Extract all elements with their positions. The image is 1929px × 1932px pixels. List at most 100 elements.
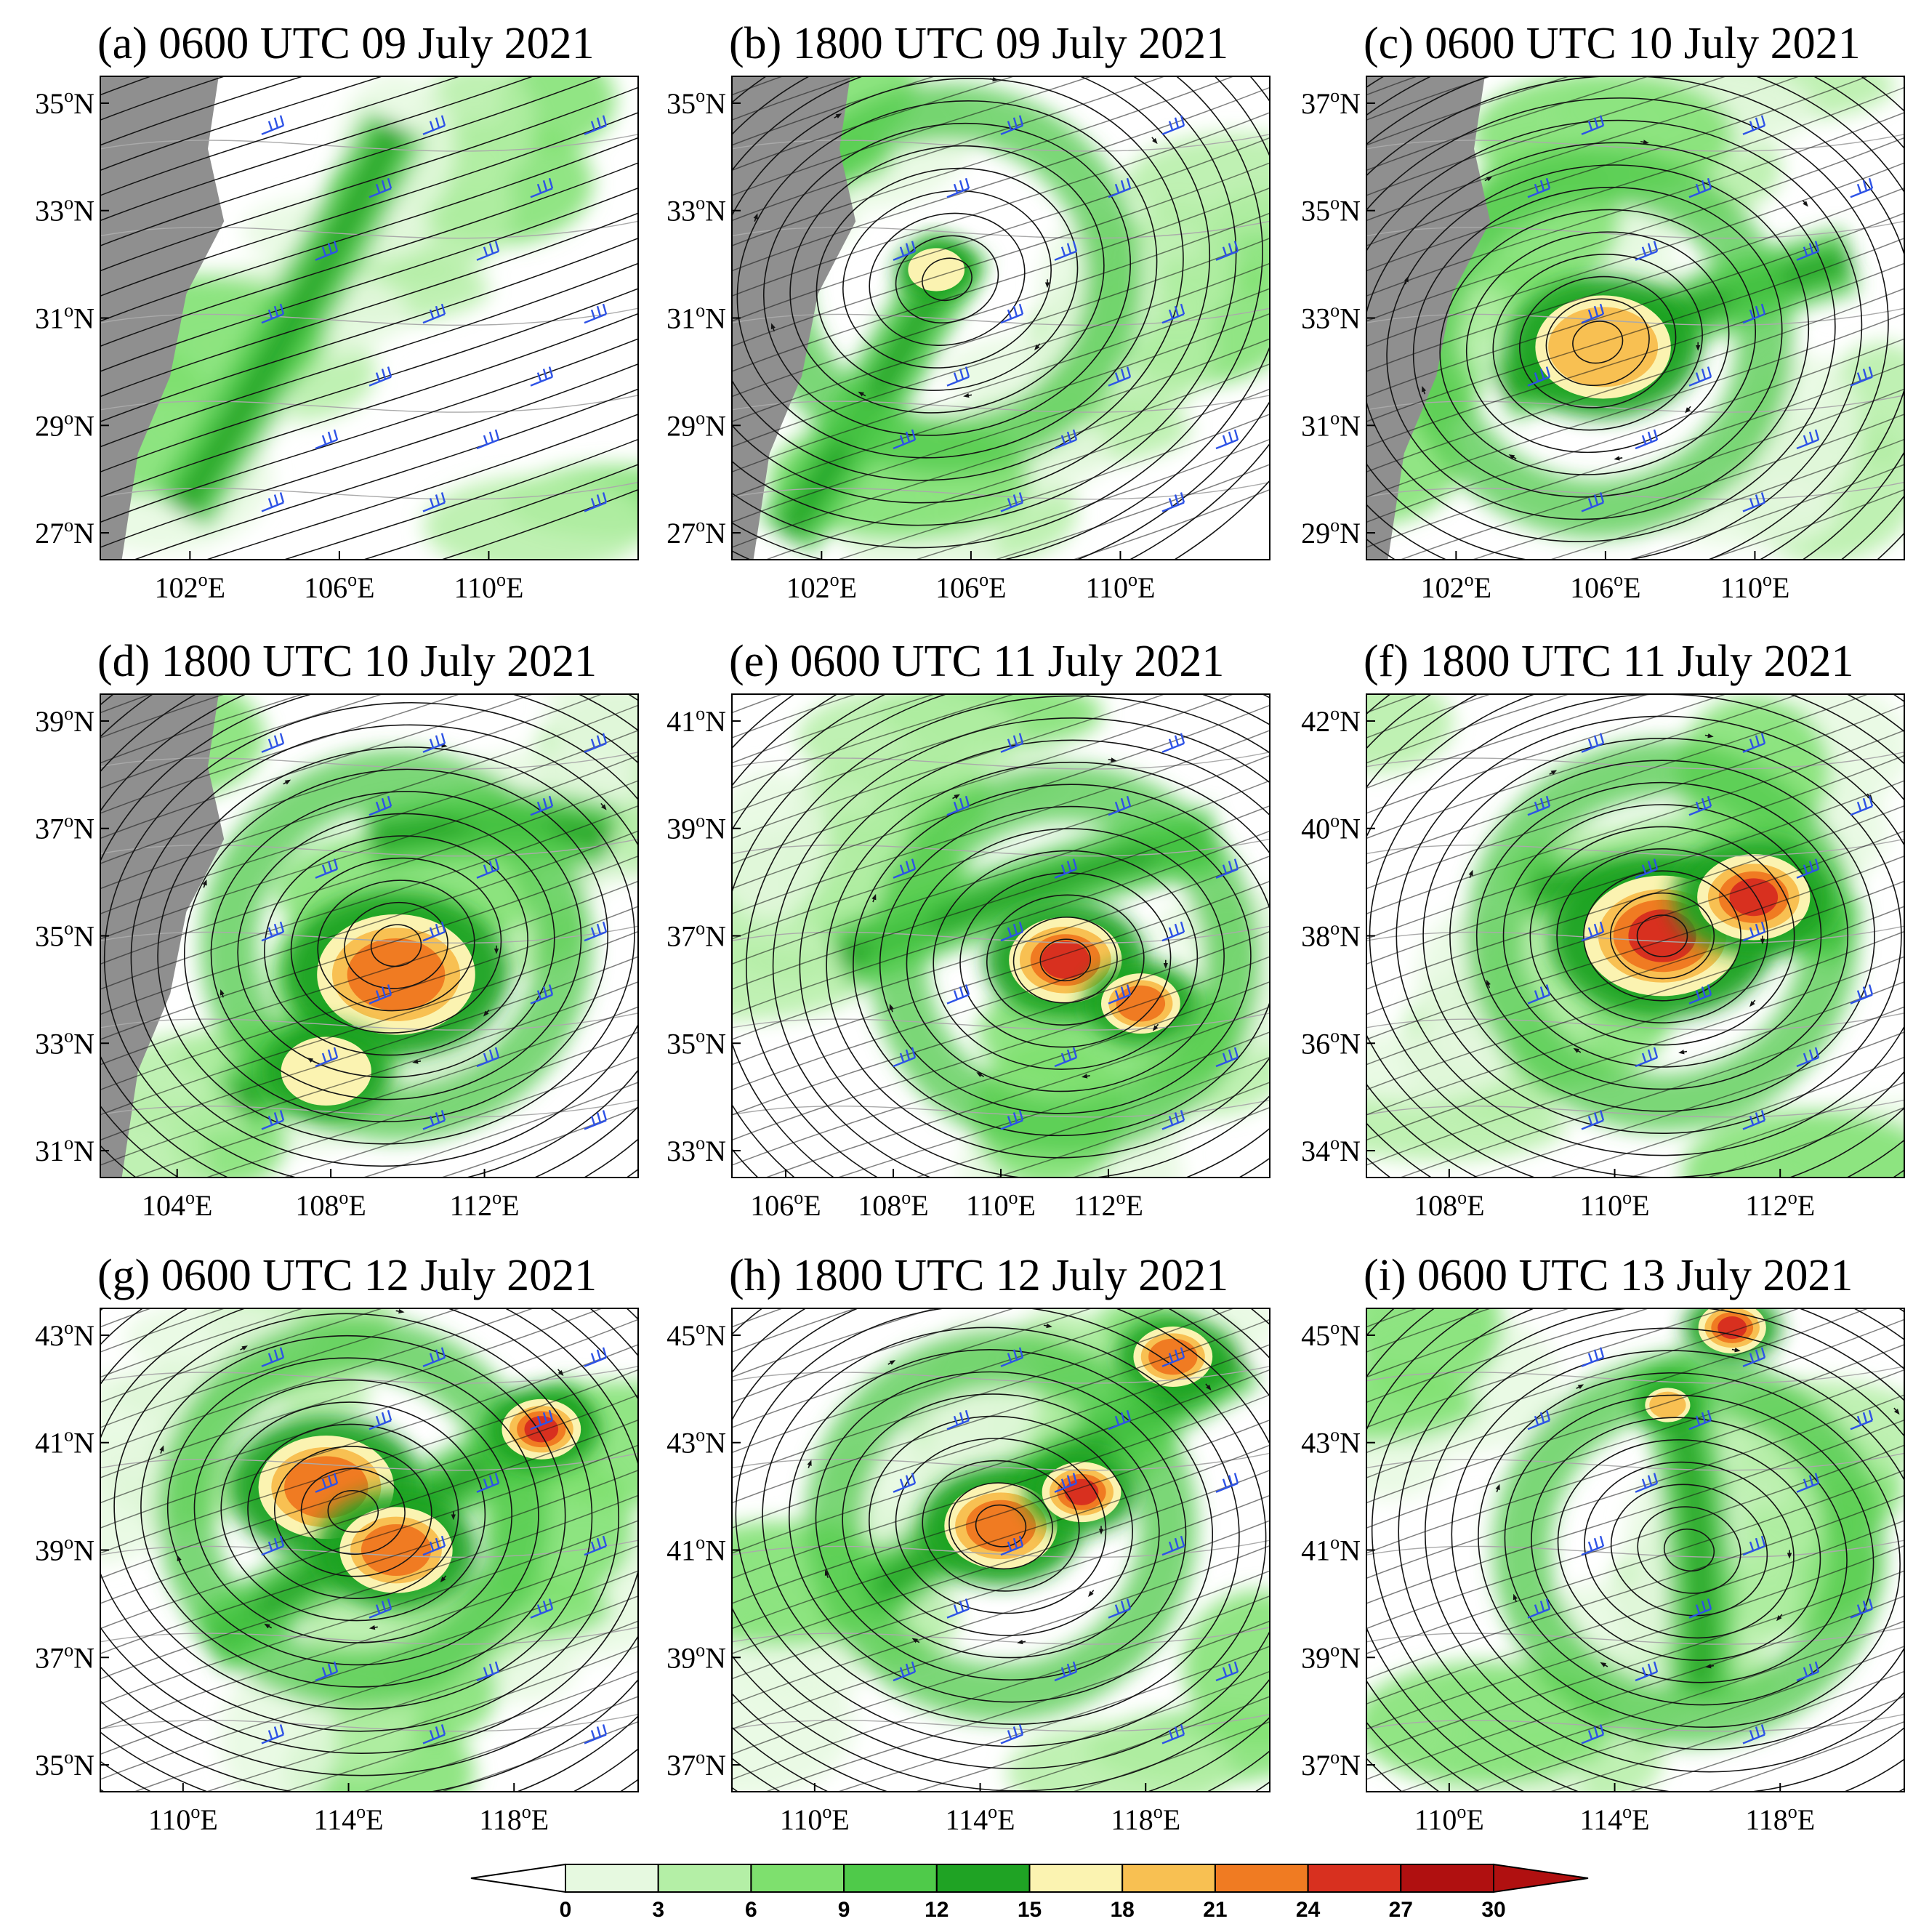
lon-tick-label: 110oE	[780, 1801, 850, 1836]
lat-tick-label: 39oN	[35, 1532, 94, 1567]
lat-tick-label: 39oN	[667, 810, 726, 845]
lon-tick-label: 108oE	[295, 1187, 366, 1222]
lon-tick-label: 104oE	[142, 1187, 212, 1222]
terrain-mask	[732, 76, 856, 560]
lat-tick-label: 35oN	[1301, 193, 1361, 228]
lon-axis: 110oE 114oE 118oE	[780, 1783, 1180, 1836]
colorbar-tick-label: 27	[1389, 1898, 1413, 1922]
lat-tick-label: 37oN	[1301, 85, 1361, 120]
wind-barbs	[1527, 733, 1874, 1130]
lat-axis: 45oN 43oN 41oN 39oN 37oN	[1301, 1317, 1375, 1782]
lat-tick-label: 33oN	[667, 193, 726, 228]
lon-tick-label: 110oE	[1085, 569, 1155, 604]
wind-barbs	[893, 733, 1239, 1130]
lon-tick-label: 108oE	[858, 1187, 928, 1222]
lat-tick-label: 29oN	[35, 407, 94, 442]
wind-speed-shading	[100, 76, 638, 560]
lon-axis: 102oE 106oE 110oE	[1421, 551, 1789, 604]
lat-tick-label: 45oN	[667, 1317, 726, 1352]
wind-barbs	[893, 1347, 1239, 1744]
lon-axis: 102oE 106oE 110oE	[786, 551, 1155, 604]
lon-tick-label: 112oE	[1074, 1187, 1143, 1222]
lat-tick-label: 43oN	[667, 1425, 726, 1460]
colorbar-tick-label: 0	[560, 1898, 572, 1922]
lat-tick-label: 35oN	[35, 1747, 94, 1782]
lat-tick-label: 38oN	[1301, 918, 1361, 953]
panel-title: (g) 0600 UTC 12 July 2021	[97, 1251, 597, 1300]
lat-tick-label: 33oN	[35, 1025, 94, 1060]
lon-axis: 106oE 108oE 110oE 112oE	[750, 1169, 1143, 1222]
lat-tick-label: 29oN	[667, 407, 726, 442]
lon-tick-label: 106oE	[1570, 569, 1640, 604]
colorbar-segment	[1028, 1864, 1124, 1893]
lon-tick-label: 110oE	[1414, 1801, 1484, 1836]
colorbar-min-extension	[470, 1863, 566, 1893]
lat-tick-label: 43oN	[35, 1317, 94, 1352]
panel-title: (c) 0600 UTC 10 July 2021	[1364, 19, 1861, 68]
lat-tick-label: 31oN	[35, 300, 94, 335]
streamlines	[1366, 1308, 1904, 1792]
lon-axis: 108oE 110oE 112oE	[1414, 1169, 1815, 1222]
lat-tick-label: 35oN	[667, 85, 726, 120]
lat-tick-label: 37oN	[35, 1639, 94, 1674]
lat-tick-label: 39oN	[35, 703, 94, 738]
lon-tick-label: 106oE	[935, 569, 1006, 604]
colorbar-tick-label: 18	[1111, 1898, 1135, 1922]
wind-barbs	[893, 115, 1239, 512]
lat-tick-label: 35oN	[35, 918, 94, 953]
lat-tick-label: 37oN	[1301, 1747, 1361, 1782]
colorbar-segment	[657, 1864, 752, 1893]
panel-title: (d) 1800 UTC 10 July 2021	[97, 637, 597, 686]
wind-barbs	[1527, 1347, 1874, 1744]
lon-tick-label: 110oE	[1580, 1187, 1650, 1222]
lon-tick-label: 102oE	[786, 569, 857, 604]
wind-barbs	[1527, 115, 1874, 512]
lat-tick-label: 35oN	[667, 1025, 726, 1060]
wind-barbs	[261, 733, 608, 1130]
colorbar-tick-label: 9	[838, 1898, 850, 1922]
colorbar: 0 3 6 9 12 15 18 21 24 27 30	[470, 1863, 1589, 1922]
lat-tick-label: 40oN	[1301, 810, 1361, 845]
lat-tick-label: 41oN	[35, 1425, 94, 1460]
lon-axis: 110oE 114oE 118oE	[148, 1783, 549, 1836]
colorbar-segment	[565, 1864, 659, 1893]
terrain-mask	[1366, 76, 1491, 560]
lon-tick-label: 118oE	[1745, 1801, 1815, 1836]
lat-tick-label: 31oN	[667, 300, 726, 335]
lon-tick-label: 118oE	[479, 1801, 549, 1836]
colorbar-segment	[935, 1864, 1031, 1893]
lat-tick-label: 31oN	[1301, 407, 1361, 442]
lat-tick-label: 33oN	[35, 193, 94, 228]
streamlines	[732, 694, 1270, 1178]
lon-tick-label: 110oE	[148, 1801, 218, 1836]
lat-tick-label: 33oN	[1301, 300, 1361, 335]
streamlines	[1366, 76, 1904, 560]
wind-maxima	[1506, 275, 1700, 419]
colorbar-max-extension	[1493, 1863, 1589, 1893]
colorbar-tick-label: 21	[1203, 1898, 1227, 1922]
lon-tick-label: 108oE	[1414, 1187, 1484, 1222]
lon-tick-label: 114oE	[314, 1801, 384, 1836]
panel-title: (e) 0600 UTC 11 July 2021	[729, 637, 1224, 686]
lat-tick-label: 43oN	[1301, 1425, 1361, 1460]
panel-title: (b) 1800 UTC 09 July 2021	[729, 19, 1228, 68]
lat-tick-label: 37oN	[667, 1747, 726, 1782]
terrain-mask	[100, 76, 225, 560]
colorbar-segment	[1307, 1864, 1402, 1893]
panel-title: (f) 1800 UTC 11 July 2021	[1364, 637, 1854, 686]
lat-tick-label: 37oN	[35, 810, 94, 845]
lon-axis: 102oE 106oE 110oE	[155, 551, 523, 604]
lat-tick-label: 36oN	[1301, 1025, 1361, 1060]
lon-tick-label: 102oE	[155, 569, 225, 604]
wind-barbs	[261, 1347, 608, 1744]
lat-tick-label: 34oN	[1301, 1132, 1361, 1167]
streamlines	[100, 76, 638, 560]
